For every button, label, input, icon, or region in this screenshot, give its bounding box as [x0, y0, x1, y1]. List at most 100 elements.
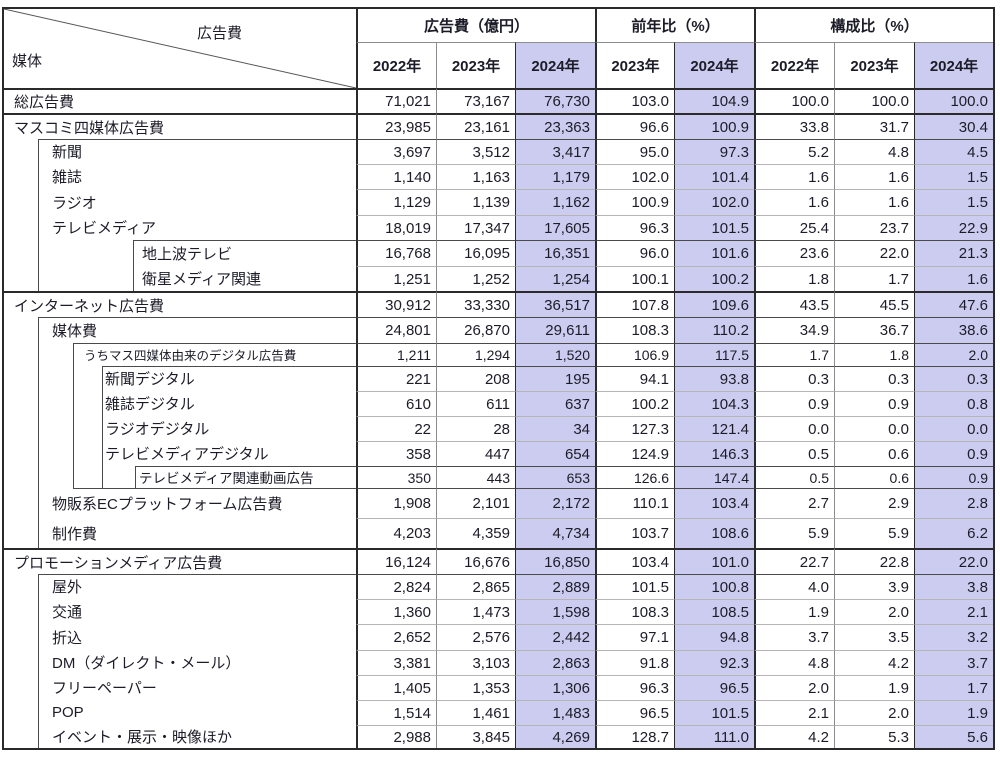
box-top-line: [133, 240, 356, 241]
cell-ad-2022: 1,405: [356, 675, 436, 700]
cell-share-2024: 1.5: [914, 164, 993, 189]
row-label: 折込: [52, 629, 83, 647]
cell-ad-2022: 23,985: [356, 113, 436, 139]
box-top-line: [102, 366, 356, 367]
cell-share-2023: 45.5: [834, 291, 914, 317]
diagonal-line: [4, 9, 356, 88]
year-header: 2023年: [595, 42, 674, 88]
cell-yoy-2024: 100.9: [674, 113, 754, 139]
cell-share-2024: 6.2: [914, 518, 993, 548]
cell-share-2023: 1.6: [834, 164, 914, 189]
row-label: うちマス四媒体由来のデジタル広告費: [84, 349, 297, 363]
cell-share-2023: 36.7: [834, 317, 914, 343]
corner-label-adspend: 広告費: [197, 25, 243, 42]
cell-ad-2024: 76,730: [515, 88, 595, 113]
row-label: イベント・展示・映像ほか: [52, 729, 233, 746]
cell-share-2024: 5.6: [914, 725, 993, 748]
cell-share-2024: 1.9: [914, 700, 993, 725]
cell-ad-2022: 1,251: [356, 266, 436, 291]
cell-ad-2023: 73,167: [436, 88, 515, 113]
cell-ad-2023: 1,461: [436, 700, 515, 725]
column-group-header: 前年比（%）: [595, 9, 754, 42]
cell-share-2024: 22.0: [914, 548, 993, 574]
cell-ad-2024: 1,306: [515, 675, 595, 700]
cell-ad-2022: 71,021: [356, 88, 436, 113]
cell-yoy-2024: 108.6: [674, 518, 754, 548]
indent-line: [73, 343, 74, 488]
cell-share-2022: 4.2: [754, 725, 834, 748]
cell-yoy-2024: 101.6: [674, 240, 754, 266]
row-label: 地上波テレビ: [142, 245, 233, 263]
cell-ad-2024: 16,850: [515, 548, 595, 574]
cell-ad-2023: 1,252: [436, 266, 515, 291]
cell-ad-2024: 2,172: [515, 488, 595, 518]
box-top-line: [135, 466, 356, 467]
cell-ad-2022: 16,768: [356, 240, 436, 266]
ad-expenditure-table: 広告費 媒体 広告費（億円） 前年比（%） 構成比（%） 2022年 2023年 2024…: [2, 7, 995, 750]
cell-yoy-2023: 103.7: [595, 518, 674, 548]
cell-yoy-2023: 100.2: [595, 391, 674, 416]
cell-ad-2023: 443: [436, 466, 515, 488]
cell-yoy-2023: 110.1: [595, 488, 674, 518]
cell-share-2022: 0.5: [754, 466, 834, 488]
row-label: マスコミ四媒体広告費: [4, 113, 356, 139]
cell-share-2024: 1.7: [914, 675, 993, 700]
cell-share-2022: 1.7: [754, 343, 834, 366]
cell-share-2022: 3.7: [754, 624, 834, 650]
year-header: 2024年: [515, 42, 595, 88]
cell-ad-2024: 2,889: [515, 574, 595, 599]
cell-share-2023: 2.9: [834, 488, 914, 518]
cell-share-2022: 0.3: [754, 366, 834, 391]
year-header: 2024年: [914, 42, 993, 88]
cell-ad-2023: 1,294: [436, 343, 515, 366]
cell-yoy-2023: 94.1: [595, 366, 674, 391]
cell-yoy-2023: 103.0: [595, 88, 674, 113]
cell-share-2024: 0.8: [914, 391, 993, 416]
cell-yoy-2024: 100.2: [674, 266, 754, 291]
cell-share-2023: 4.2: [834, 650, 914, 675]
cell-share-2024: 1.6: [914, 266, 993, 291]
corner-label-media: 媒体: [12, 53, 43, 70]
cell-yoy-2023: 100.9: [595, 189, 674, 215]
cell-share-2022: 22.7: [754, 548, 834, 574]
cell-ad-2023: 208: [436, 366, 515, 391]
cell-ad-2024: 1,254: [515, 266, 595, 291]
row-label: 雑誌: [52, 169, 83, 186]
cell-yoy-2024: 109.6: [674, 291, 754, 317]
cell-ad-2023: 33,330: [436, 291, 515, 317]
cell-ad-2022: 3,697: [356, 139, 436, 164]
cell-share-2024: 30.4: [914, 113, 993, 139]
year-header: 2023年: [436, 42, 515, 88]
cell-yoy-2024: 94.8: [674, 624, 754, 650]
cell-ad-2023: 1,353: [436, 675, 515, 700]
cell-share-2023: 1.6: [834, 189, 914, 215]
cell-ad-2023: 26,870: [436, 317, 515, 343]
cell-ad-2023: 3,845: [436, 725, 515, 748]
cell-ad-2022: 1,129: [356, 189, 436, 215]
cell-share-2022: 4.0: [754, 574, 834, 599]
cell-share-2023: 0.0: [834, 416, 914, 441]
cell-share-2024: 22.9: [914, 215, 993, 240]
cell-share-2022: 34.9: [754, 317, 834, 343]
box-top-line: [38, 574, 356, 575]
cell-ad-2022: 358: [356, 441, 436, 466]
cell-ad-2023: 1,139: [436, 189, 515, 215]
cell-ad-2024: 17,605: [515, 215, 595, 240]
indent-line: [38, 139, 39, 291]
box-top-line: [38, 317, 356, 318]
cell-ad-2022: 1,908: [356, 488, 436, 518]
cell-yoy-2024: 102.0: [674, 189, 754, 215]
row-label: 衛星メディア関連: [142, 271, 261, 288]
cell-ad-2024: 34: [515, 416, 595, 441]
cell-share-2022: 0.5: [754, 441, 834, 466]
row-label: 雑誌デジタル: [105, 396, 195, 413]
cell-ad-2023: 16,676: [436, 548, 515, 574]
cell-share-2022: 33.8: [754, 113, 834, 139]
cell-yoy-2023: 107.8: [595, 291, 674, 317]
cell-ad-2022: 4,203: [356, 518, 436, 548]
cell-yoy-2023: 101.5: [595, 574, 674, 599]
cell-yoy-2024: 104.3: [674, 391, 754, 416]
cell-ad-2023: 1,473: [436, 599, 515, 624]
cell-ad-2024: 36,517: [515, 291, 595, 317]
cell-yoy-2024: 101.5: [674, 215, 754, 240]
